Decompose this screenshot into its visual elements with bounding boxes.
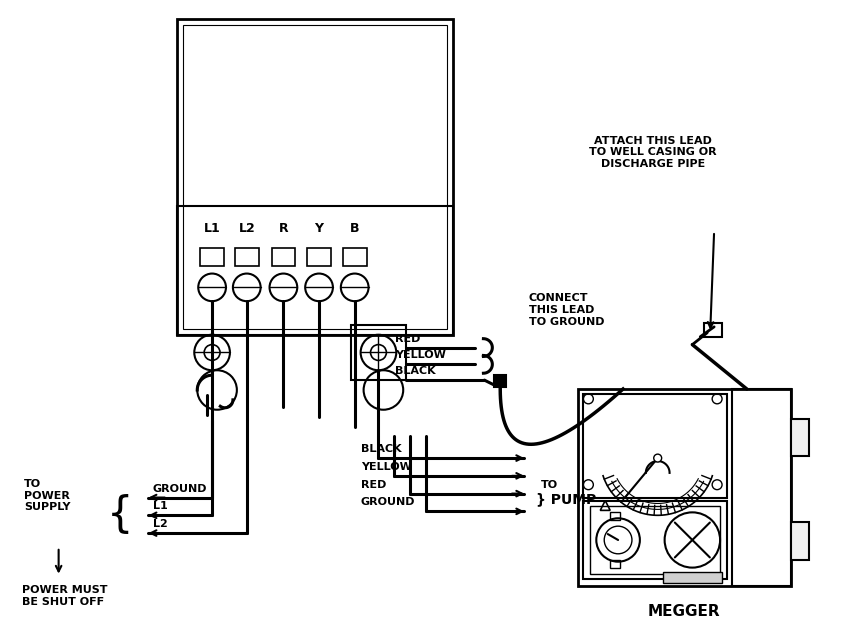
Bar xyxy=(178,19,453,335)
Text: BLACK: BLACK xyxy=(395,366,436,376)
Bar xyxy=(307,248,331,266)
Bar xyxy=(184,25,447,329)
Bar xyxy=(732,389,791,587)
Text: YELLOW: YELLOW xyxy=(395,350,446,360)
Text: L1: L1 xyxy=(204,222,220,234)
Text: ATTACH THIS LEAD
TO WELL CASING OR
DISCHARGE PIPE: ATTACH THIS LEAD TO WELL CASING OR DISCH… xyxy=(589,135,717,169)
Circle shape xyxy=(654,454,661,462)
Bar xyxy=(495,375,507,387)
Bar xyxy=(663,571,722,583)
Text: {: { xyxy=(107,495,133,536)
Text: GROUND: GROUND xyxy=(153,484,207,494)
Text: B: B xyxy=(350,222,360,234)
Bar xyxy=(583,394,727,498)
Text: RED: RED xyxy=(360,479,386,490)
Bar xyxy=(351,325,406,380)
Text: RED: RED xyxy=(395,334,421,344)
Text: R: R xyxy=(279,222,288,234)
Bar xyxy=(791,418,809,456)
Bar xyxy=(791,522,809,559)
Text: YELLOW: YELLOW xyxy=(360,462,411,472)
Bar xyxy=(271,248,295,266)
Bar xyxy=(705,323,722,336)
Bar xyxy=(235,248,258,266)
Bar xyxy=(178,207,453,335)
Text: TO: TO xyxy=(541,479,558,490)
Bar xyxy=(583,500,727,580)
Text: L2: L2 xyxy=(153,519,167,529)
Text: GROUND: GROUND xyxy=(360,498,415,508)
Text: } PUMP: } PUMP xyxy=(536,493,596,507)
Text: L1: L1 xyxy=(153,501,167,512)
Text: CONNECT
THIS LEAD
TO GROUND: CONNECT THIS LEAD TO GROUND xyxy=(529,294,604,327)
Bar xyxy=(343,248,366,266)
Text: POWER MUST
BE SHUT OFF: POWER MUST BE SHUT OFF xyxy=(22,585,107,607)
Bar xyxy=(201,248,224,266)
Text: Y: Y xyxy=(314,222,324,234)
Text: L2: L2 xyxy=(238,222,255,234)
Text: MEGGER: MEGGER xyxy=(648,604,721,619)
Text: TO
POWER
SUPPLY: TO POWER SUPPLY xyxy=(24,479,71,512)
Text: BLACK: BLACK xyxy=(360,444,401,454)
Bar xyxy=(591,507,720,573)
Bar xyxy=(610,512,620,520)
Bar xyxy=(579,389,791,587)
Bar xyxy=(610,559,620,568)
